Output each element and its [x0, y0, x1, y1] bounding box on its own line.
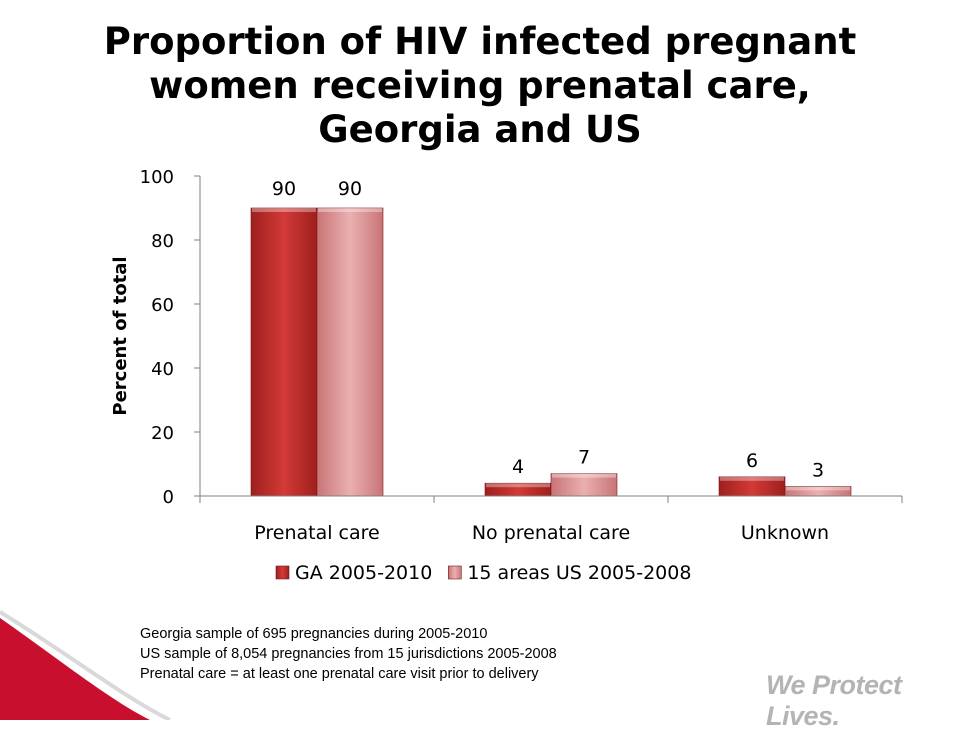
y-tick-label: 20	[151, 423, 174, 444]
bar-1-0	[316, 207, 384, 497]
data-label: 4	[512, 456, 524, 478]
title-line-3: Georgia and US	[318, 108, 642, 151]
bar-highlight	[252, 208, 316, 212]
legend-label-0: GA 2005-2010	[295, 562, 432, 584]
bar-highlight	[786, 486, 850, 491]
x-tick-label: No prenatal care	[472, 522, 630, 544]
footnote-2: US sample of 8,054 pregnancies from 15 j…	[140, 646, 557, 662]
y-tick-label: 100	[140, 167, 174, 188]
title-line-2: women receiving prenatal care,	[149, 64, 811, 107]
data-label: 7	[578, 447, 590, 469]
bar-highlight	[720, 476, 784, 481]
bar-0-0	[250, 207, 318, 497]
footnote-1: Georgia sample of 695 pregnancies during…	[140, 626, 488, 642]
decorative-swoosh	[0, 610, 171, 720]
legend-label-1: 15 areas US 2005-2008	[467, 562, 691, 584]
y-tick-label: 80	[151, 231, 174, 252]
y-tick-label: 0	[163, 487, 174, 508]
bar-chart: 0 20 40 60 80 100 Prenatal care No prenatal car…	[110, 167, 903, 584]
x-tick-label: Unknown	[741, 522, 829, 544]
data-label: 90	[338, 178, 362, 200]
tagline: We Protect Lives.	[766, 670, 902, 731]
title-line-1: Proportion of HIV infected pregnant	[103, 20, 857, 63]
data-label: 3	[812, 459, 824, 481]
data-label: 90	[272, 178, 296, 200]
y-tick-label: 40	[151, 359, 174, 380]
y-axis-title: Percent of total	[110, 256, 131, 415]
bar-highlight	[318, 208, 382, 212]
slide-title: Proportion of HIV infected pregnant wome…	[0, 20, 960, 152]
data-label: 6	[746, 450, 758, 472]
bar-highlight	[486, 483, 550, 488]
bar-highlight	[552, 473, 616, 478]
footnote-3: Prenatal care = at least one prenatal ca…	[140, 666, 539, 682]
y-tick-label: 60	[151, 295, 174, 316]
legend-swatch-0	[275, 565, 290, 580]
x-tick-label: Prenatal care	[254, 522, 379, 544]
legend-swatch-1	[448, 565, 462, 580]
footnotes: Georgia sample of 695 pregnancies during…	[140, 624, 557, 684]
